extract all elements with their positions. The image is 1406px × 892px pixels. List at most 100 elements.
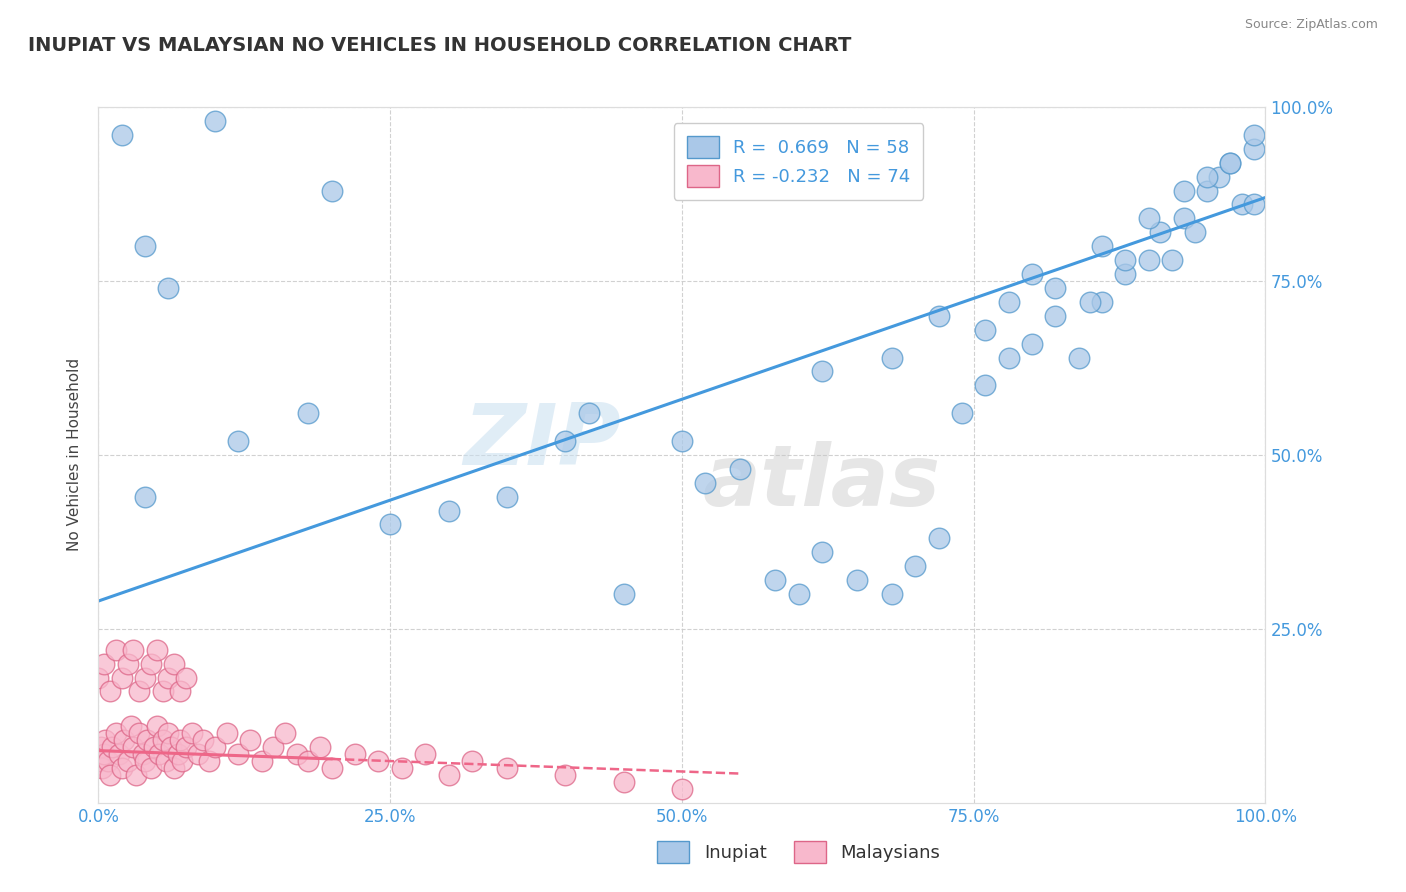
Point — [163, 657, 186, 671]
Point — [1243, 142, 1265, 156]
Point — [671, 781, 693, 796]
Point — [215, 726, 238, 740]
Point — [1114, 267, 1136, 281]
Point — [974, 378, 997, 392]
Point — [128, 684, 150, 698]
Point — [671, 434, 693, 448]
Text: atlas: atlas — [703, 442, 941, 524]
Point — [344, 747, 367, 761]
Point — [461, 754, 484, 768]
Point — [139, 657, 162, 671]
Point — [950, 406, 973, 420]
Point — [108, 747, 131, 761]
Point — [578, 406, 600, 420]
Point — [101, 740, 124, 755]
Point — [111, 761, 134, 775]
Point — [285, 747, 308, 761]
Text: ZIP: ZIP — [463, 400, 620, 483]
Point — [125, 768, 148, 782]
Point — [228, 747, 250, 761]
Point — [554, 768, 576, 782]
Point — [152, 733, 174, 747]
Point — [437, 503, 460, 517]
Point — [172, 754, 194, 768]
Point — [169, 684, 191, 698]
Point — [134, 490, 156, 504]
Point — [104, 642, 127, 657]
Point — [1137, 211, 1160, 226]
Point — [87, 754, 110, 768]
Point — [111, 671, 134, 685]
Point — [122, 740, 145, 755]
Point — [93, 657, 115, 671]
Point — [695, 475, 717, 490]
Point — [928, 532, 950, 546]
Point — [297, 406, 319, 420]
Point — [122, 642, 145, 657]
Point — [139, 761, 162, 775]
Point — [87, 671, 110, 685]
Point — [204, 114, 226, 128]
Point — [1173, 211, 1195, 226]
Point — [1219, 155, 1241, 169]
Point — [111, 128, 134, 142]
Point — [495, 761, 517, 775]
Point — [997, 294, 1019, 309]
Point — [198, 754, 221, 768]
Point — [1195, 184, 1218, 198]
Point — [1208, 169, 1230, 184]
Point — [166, 747, 188, 761]
Point — [1045, 281, 1067, 295]
Point — [174, 740, 197, 755]
Point — [98, 684, 121, 698]
Point — [148, 747, 170, 761]
Point — [90, 740, 112, 755]
Point — [143, 740, 166, 755]
Point — [117, 657, 139, 671]
Point — [159, 740, 181, 755]
Point — [90, 761, 112, 775]
Point — [104, 726, 127, 740]
Legend: Inupiat, Malaysians: Inupiat, Malaysians — [650, 834, 948, 871]
Point — [928, 309, 950, 323]
Point — [437, 768, 460, 782]
Point — [112, 733, 135, 747]
Point — [554, 434, 576, 448]
Point — [98, 768, 121, 782]
Point — [174, 671, 197, 685]
Point — [846, 573, 869, 587]
Point — [146, 719, 169, 733]
Point — [146, 642, 169, 657]
Point — [1021, 336, 1043, 351]
Point — [378, 517, 402, 532]
Point — [763, 573, 786, 587]
Point — [1114, 253, 1136, 268]
Text: Source: ZipAtlas.com: Source: ZipAtlas.com — [1244, 18, 1378, 31]
Point — [1195, 169, 1218, 184]
Point — [1243, 128, 1265, 142]
Point — [204, 740, 226, 755]
Point — [413, 747, 436, 761]
Point — [93, 747, 115, 761]
Point — [1137, 253, 1160, 268]
Point — [1045, 309, 1067, 323]
Point — [155, 754, 177, 768]
Point — [309, 740, 332, 755]
Point — [1091, 294, 1114, 309]
Point — [811, 545, 834, 559]
Point — [97, 754, 120, 768]
Point — [1230, 197, 1253, 211]
Point — [1080, 294, 1102, 309]
Point — [169, 733, 191, 747]
Point — [367, 754, 389, 768]
Point — [193, 733, 215, 747]
Point — [250, 754, 273, 768]
Point — [134, 239, 156, 253]
Point — [239, 733, 262, 747]
Point — [811, 364, 834, 378]
Point — [613, 775, 636, 789]
Point — [180, 726, 202, 740]
Point — [157, 281, 180, 295]
Point — [1161, 253, 1184, 268]
Point — [1243, 197, 1265, 211]
